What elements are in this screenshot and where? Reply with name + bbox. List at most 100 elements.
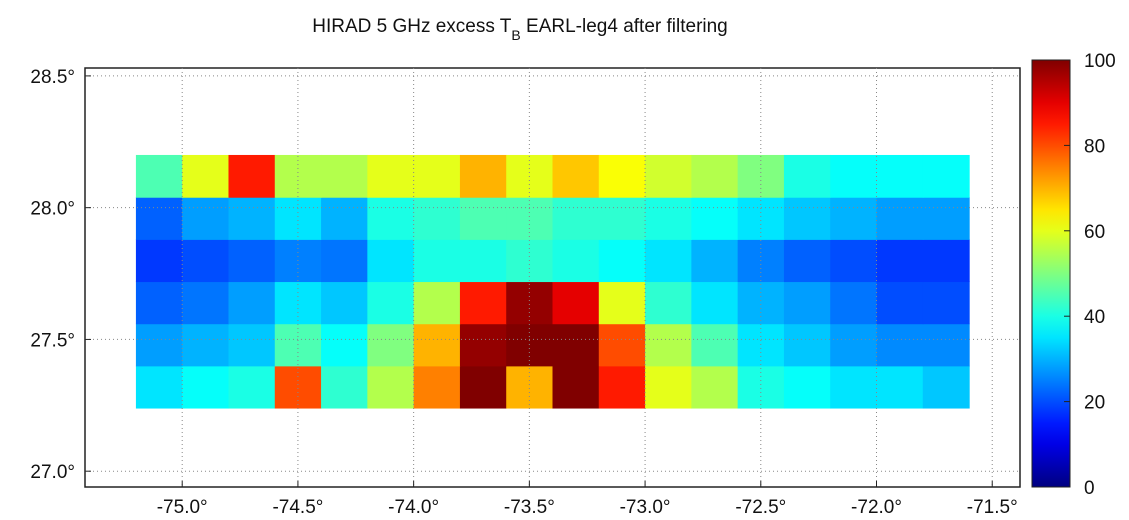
heat-cell [413,239,461,283]
heat-cell [321,281,368,325]
title-part: EARL-leg4 after filtering [521,16,728,37]
heat-cell [645,197,692,240]
heat-cell [783,365,831,409]
heat-cell [274,281,322,325]
heat-cell [506,197,554,240]
heat-cell [691,197,739,240]
heat-cell [182,281,230,325]
colorbar-tick-label: 0 [1084,478,1095,499]
heat-cell [135,197,183,240]
x-tick-label: -74.0° [388,497,439,518]
heat-cell [922,365,970,409]
heat-cell [645,239,692,283]
heat-cell [228,323,276,367]
colorbar-tick-label: 20 [1084,393,1105,414]
heat-cell [321,365,368,409]
heat-cell [367,365,415,409]
heat-cell [413,154,461,198]
colorbar-tick-label: 40 [1084,307,1105,328]
heat-cell [274,197,322,240]
heat-cell [691,365,739,409]
plot-frame [84,67,1021,488]
heat-cell [228,239,276,283]
heat-cell [552,154,600,198]
title-subscript: B [511,27,520,43]
heat-cell [182,154,230,198]
x-tick-label: -71.5° [967,497,1018,518]
heat-cell [783,197,831,240]
heat-cell [459,154,507,198]
heat-cell [552,365,600,409]
heat-cell [645,323,692,367]
heat-cell [876,154,924,198]
heat-cell [830,281,878,325]
heat-cell [506,281,554,325]
heat-cell [459,281,507,325]
heat-cell [459,323,507,367]
heat-cell [135,323,183,367]
heat-cell [783,239,831,283]
heat-cell [598,365,646,409]
heat-cell [135,281,183,325]
heat-cell [135,239,183,283]
heat-cell [830,197,878,240]
heat-cell [876,239,924,283]
heat-cell [552,239,600,283]
heat-cell [367,239,415,283]
heat-cell [228,365,276,409]
heat-cell [367,154,415,198]
x-tick-label: -72.0° [851,497,902,518]
heat-cell [922,281,970,325]
heat-cell [182,365,230,409]
heat-cell [737,281,785,325]
heat-cell [182,323,230,367]
heat-cell [783,323,831,367]
heat-cell [413,197,461,240]
heat-cell [228,154,276,198]
heat-cell [367,323,415,367]
heat-cell [922,197,970,240]
heat-cell [135,154,183,198]
heat-cell [321,154,368,198]
heat-cell [321,323,368,367]
colorbar-tick-label: 80 [1084,136,1105,157]
heat-cell [830,365,878,409]
heat-cell [922,323,970,367]
heat-cell [645,281,692,325]
x-tick-label: -73.0° [620,497,671,518]
heat-cell [413,281,461,325]
heat-cell [830,323,878,367]
y-tick-label: 28.5° [30,67,75,88]
heat-cell [552,281,600,325]
heat-cell [876,323,924,367]
y-tick-label: 27.0° [30,462,75,483]
heat-cell [691,154,739,198]
chart-title: HIRAD 5 GHz excess TB EARL-leg4 after fi… [312,16,728,43]
heat-cell [598,197,646,240]
heat-cell [645,154,692,198]
heat-cell [228,197,276,240]
heatmap [135,154,970,409]
title-part: HIRAD 5 GHz excess T [312,16,512,37]
heat-cell [876,197,924,240]
heat-cell [182,197,230,240]
heat-cell [598,239,646,283]
x-tick-label: -73.5° [504,497,555,518]
heat-cell [459,365,507,409]
y-tick-label: 28.0° [30,199,75,220]
heat-cell [783,281,831,325]
x-tick-label: -72.5° [735,497,786,518]
heat-cell [691,323,739,367]
heat-cell [413,323,461,367]
heat-cell [459,197,507,240]
heat-cell [228,281,276,325]
heat-cell [367,197,415,240]
heat-cell [598,323,646,367]
heat-cell [783,154,831,198]
heat-cell [367,281,415,325]
heat-cell [922,239,970,283]
heat-cell [876,365,924,409]
heat-cell [830,239,878,283]
heat-cell [737,197,785,240]
